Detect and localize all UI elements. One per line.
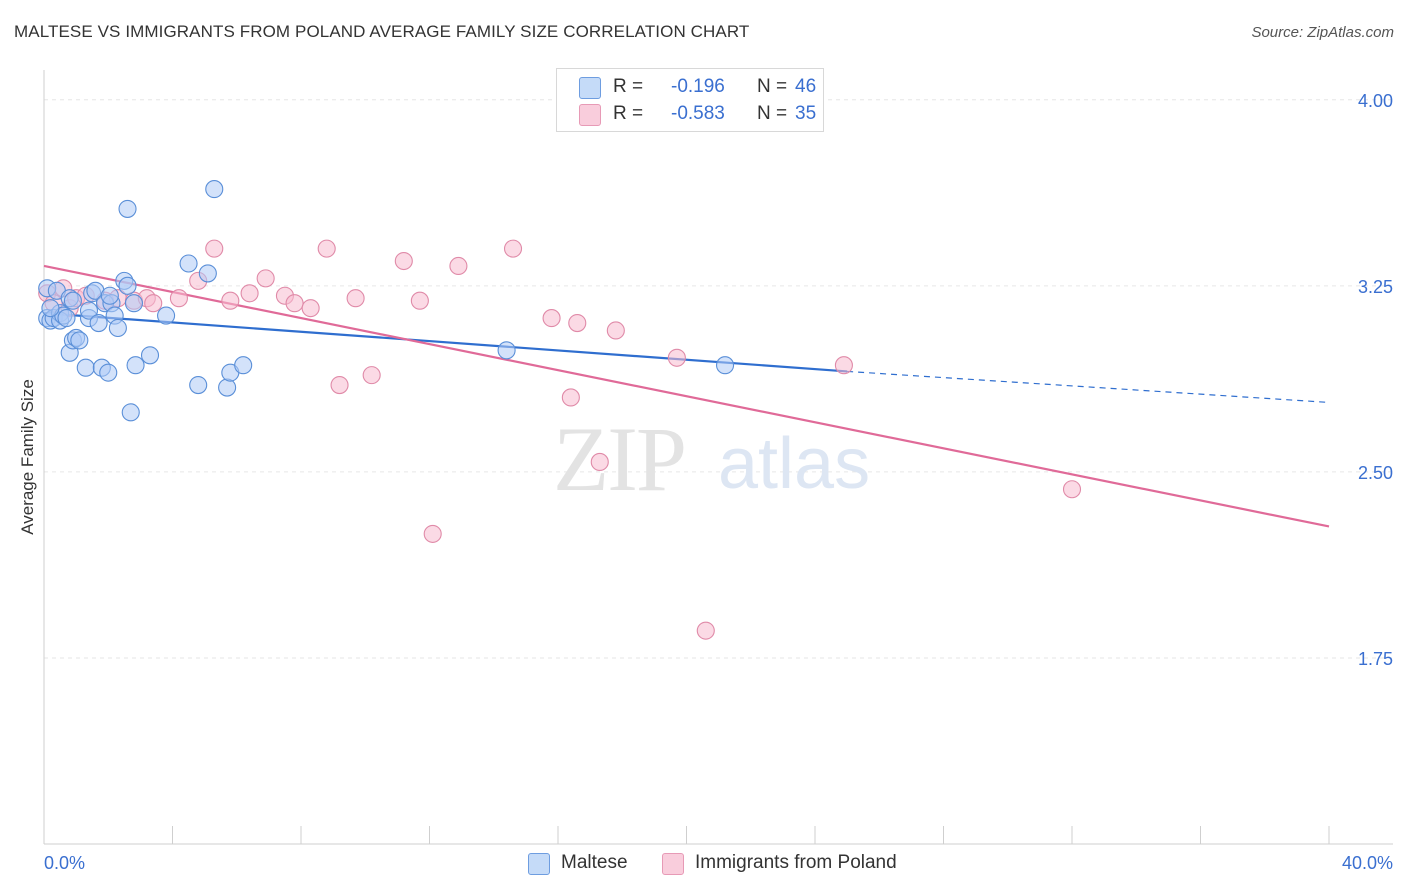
watermark: ZIP atlas	[553, 408, 870, 510]
y-tick-label: 3.25	[1358, 277, 1393, 297]
point-maltese	[198, 264, 217, 283]
point-maltese	[121, 403, 140, 422]
bottom-legend-swatch-poland	[662, 853, 684, 875]
point-maltese	[63, 291, 82, 310]
legend-n-value: 46	[795, 76, 817, 97]
point-poland	[423, 524, 442, 543]
watermark-atlas: atlas	[718, 424, 870, 504]
chart-title: MALTESE VS IMMIGRANTS FROM POLAND AVERAG…	[14, 22, 750, 41]
point-maltese	[140, 346, 160, 365]
correlation-legend: R = -0.196 N = 46 R = -0.583 N = 35	[556, 68, 824, 132]
trend-line-maltese-extension	[847, 370, 1330, 404]
point-maltese	[234, 356, 253, 375]
point-poland	[834, 356, 853, 375]
point-poland	[317, 239, 336, 258]
point-poland	[696, 621, 715, 640]
point-poland	[330, 376, 349, 395]
point-poland	[606, 321, 625, 340]
legend-r-value: -0.583	[671, 103, 725, 124]
point-maltese	[179, 254, 198, 273]
point-poland	[561, 388, 580, 407]
point-poland	[394, 251, 413, 271]
point-maltese	[76, 358, 95, 377]
data-points	[38, 180, 1082, 640]
point-poland	[285, 294, 304, 313]
point-maltese	[205, 180, 224, 199]
bottom-legend-label-maltese: Maltese	[561, 852, 628, 873]
point-maltese	[108, 318, 127, 338]
point-maltese	[218, 378, 237, 397]
legend-r-label: R =	[613, 76, 644, 97]
point-poland	[221, 291, 240, 310]
axes	[43, 70, 1393, 845]
trend-line-maltese	[43, 312, 848, 373]
point-poland	[542, 309, 561, 328]
point-maltese	[157, 306, 176, 325]
point-maltese	[118, 199, 137, 218]
gridlines	[44, 99, 1393, 659]
legend-n-label: N =	[757, 103, 788, 124]
point-poland	[667, 348, 686, 367]
legend-swatch-poland	[579, 104, 601, 126]
trend-line-poland	[43, 264, 1330, 528]
x-tick-label-max: 40.0%	[1341, 853, 1393, 873]
legend-r-value: -0.196	[671, 76, 725, 97]
source-label: Source: ZipAtlas.com	[1251, 24, 1394, 41]
point-maltese	[497, 341, 516, 360]
point-maltese	[189, 376, 208, 395]
watermark-zip: ZIP	[553, 408, 685, 510]
point-maltese	[70, 331, 89, 350]
point-maltese	[41, 299, 60, 318]
point-poland	[301, 299, 320, 318]
point-maltese	[126, 356, 145, 375]
point-poland	[346, 289, 365, 308]
point-maltese	[715, 356, 735, 375]
point-poland	[449, 256, 468, 276]
point-poland	[362, 366, 381, 385]
point-maltese	[99, 363, 118, 382]
legend-r-label: R =	[613, 103, 644, 124]
legend-n-label: N =	[757, 76, 788, 97]
bottom-legend-swatch-maltese	[528, 853, 550, 875]
legend-swatch-maltese	[579, 77, 601, 99]
point-poland	[1062, 480, 1082, 499]
trend-lines	[43, 264, 1330, 528]
bottom-legend-label-poland: Immigrants from Poland	[695, 852, 897, 873]
point-maltese	[118, 276, 137, 295]
point-poland	[256, 269, 275, 288]
point-maltese	[89, 313, 108, 333]
y-tick-label: 1.75	[1358, 649, 1393, 669]
point-poland	[240, 284, 259, 303]
point-maltese	[124, 294, 143, 313]
point-poland	[503, 239, 523, 258]
legend-n-value: 35	[795, 103, 817, 124]
point-maltese	[57, 309, 76, 328]
point-poland	[568, 313, 587, 333]
y-tick-label: 2.50	[1358, 463, 1393, 483]
x-tick-label-min: 0.0%	[44, 853, 86, 873]
point-poland	[410, 291, 429, 310]
point-poland	[590, 452, 609, 472]
y-tick-labels: 4.00 3.25 2.50 1.75	[1358, 91, 1393, 669]
point-poland	[144, 294, 163, 313]
y-tick-label: 4.00	[1358, 91, 1393, 111]
point-maltese	[79, 301, 99, 320]
point-maltese	[100, 286, 119, 305]
point-poland	[205, 239, 224, 258]
point-poland	[169, 289, 188, 308]
